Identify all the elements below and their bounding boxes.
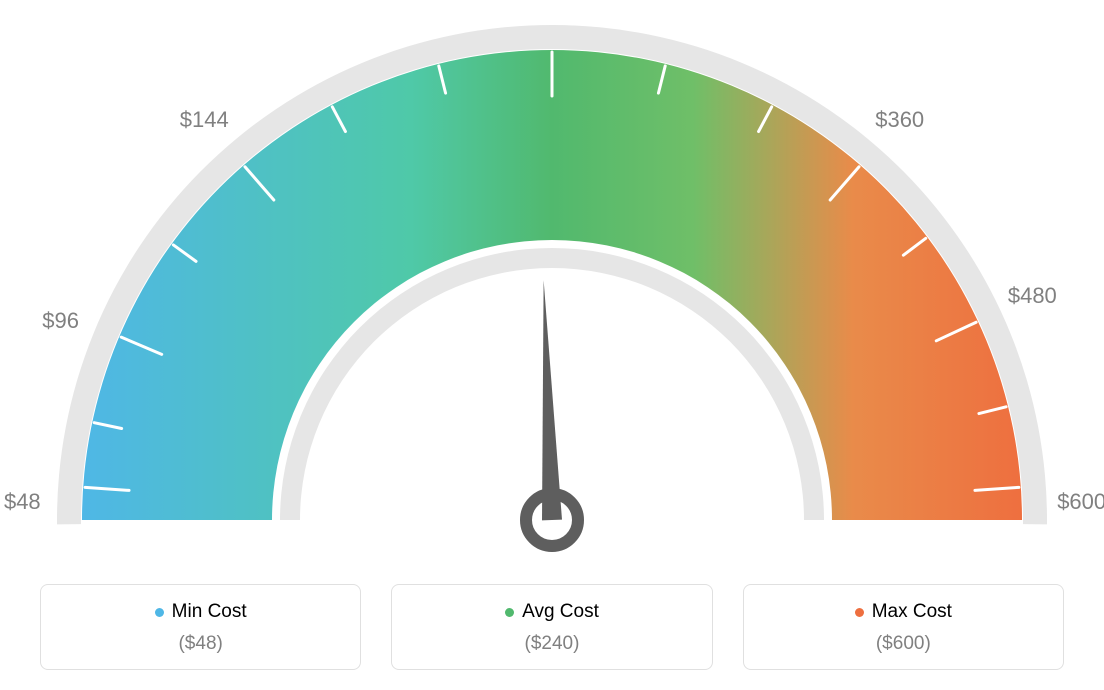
gauge-tick-label: $144 — [180, 107, 229, 133]
legend-row: Min Cost ($48) Avg Cost ($240) Max Cost … — [0, 584, 1104, 670]
legend-value-min: ($48) — [41, 633, 360, 655]
legend-dot-min — [155, 608, 164, 617]
legend-title-min: Min Cost — [155, 601, 247, 623]
gauge-tick-label: $360 — [875, 107, 924, 133]
legend-label-min: Min Cost — [172, 601, 247, 623]
gauge-tick-label: $96 — [42, 308, 79, 334]
legend-value-max: ($600) — [744, 633, 1063, 655]
legend-label-max: Max Cost — [872, 601, 952, 623]
gauge-svg — [0, 0, 1104, 560]
legend-card-avg: Avg Cost ($240) — [391, 584, 712, 670]
gauge-tick-label: $480 — [1008, 283, 1057, 309]
gauge-tick-label: $48 — [4, 489, 41, 515]
cost-gauge-chart: $48 $96 $144 $240 $360 $480 $600 Min Cost ($48… — [0, 0, 1104, 690]
gauge-tick-label: $240 — [528, 0, 577, 3]
gauge-area: $48 $96 $144 $240 $360 $480 $600 — [0, 0, 1104, 560]
legend-dot-max — [855, 608, 864, 617]
legend-label-avg: Avg Cost — [522, 601, 599, 623]
legend-title-avg: Avg Cost — [505, 601, 599, 623]
gauge-tick-label: $600 — [1057, 489, 1104, 515]
legend-dot-avg — [505, 608, 514, 617]
legend-title-max: Max Cost — [855, 601, 952, 623]
legend-value-avg: ($240) — [392, 633, 711, 655]
legend-card-min: Min Cost ($48) — [40, 584, 361, 670]
legend-card-max: Max Cost ($600) — [743, 584, 1064, 670]
